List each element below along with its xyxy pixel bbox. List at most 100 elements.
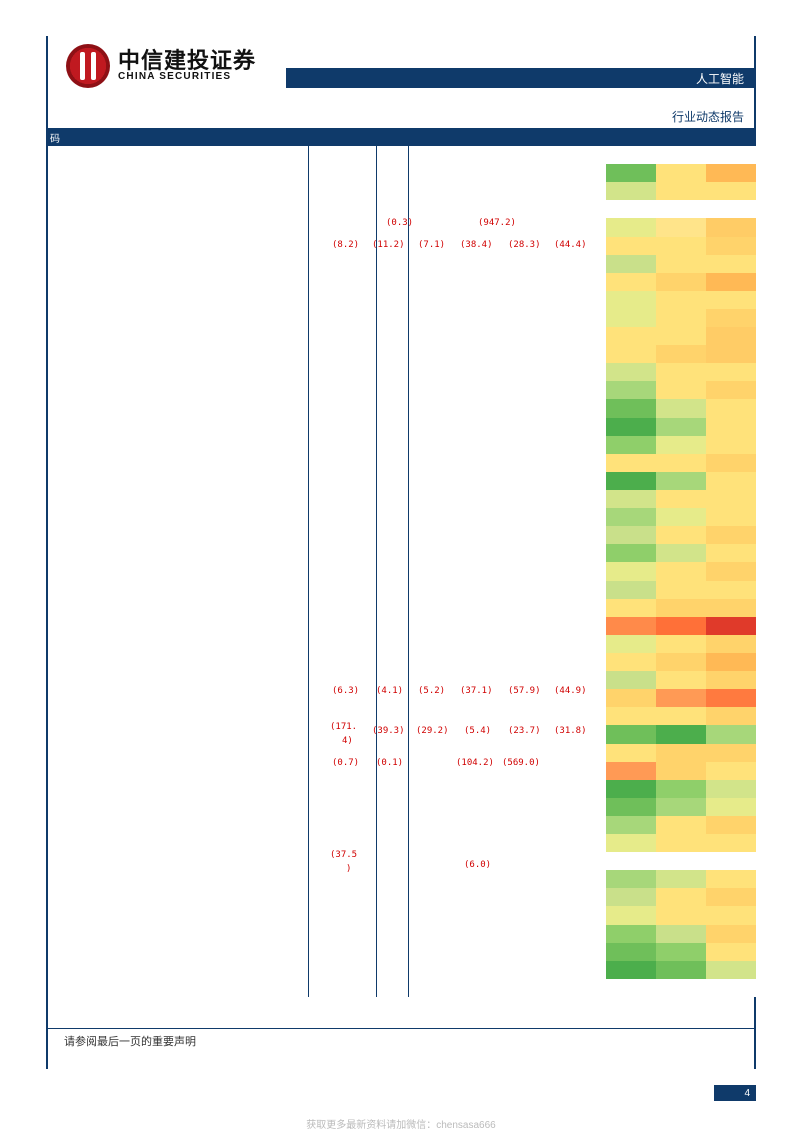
heatmap-cell <box>656 327 706 345</box>
heatmap-cell <box>606 599 656 617</box>
heatmap-cell <box>706 237 756 255</box>
heatmap-cell <box>606 164 656 182</box>
heatmap-cell <box>706 526 756 544</box>
heatmap-cell <box>606 381 656 399</box>
heatmap-cell <box>656 943 706 961</box>
heatmap-cell <box>606 581 656 599</box>
heatmap-cell <box>606 852 656 870</box>
heatmap-cell <box>656 291 706 309</box>
heatmap-cell <box>606 979 656 997</box>
heatmap-cell <box>606 925 656 943</box>
heatmap-cell <box>606 399 656 417</box>
heatmap-cell <box>706 200 756 218</box>
heatmap-cell <box>656 617 706 635</box>
heatmap-cell <box>606 834 656 852</box>
heatmap-cell <box>656 744 706 762</box>
heatmap-cell <box>606 544 656 562</box>
brand-logo-text: 中信建投证券 CHINA SECURITIES <box>118 49 256 83</box>
heatmap-cell <box>706 780 756 798</box>
heatmap-cell <box>606 780 656 798</box>
page-number: 4 <box>744 1088 750 1099</box>
table-value: (0.1) <box>376 758 403 768</box>
heatmap-cell <box>706 472 756 490</box>
heatmap-cell <box>656 689 706 707</box>
heatmap-cell <box>656 599 706 617</box>
heatmap-cell <box>656 381 706 399</box>
table-value: (29.2) <box>416 726 449 736</box>
report-type: 行业动态报告 <box>672 108 744 125</box>
brand-logo: 中信建投证券 CHINA SECURITIES <box>66 44 256 88</box>
brand-name-cn: 中信建投证券 <box>118 49 256 72</box>
heatmap-cell <box>606 146 656 164</box>
heatmap-cell <box>706 327 756 345</box>
table-header-cell: 码 <box>46 130 60 145</box>
heatmap-cell <box>656 762 706 780</box>
table-column-rule <box>308 146 309 997</box>
heatmap-cell <box>656 961 706 979</box>
heatmap-cell <box>656 363 706 381</box>
table-header-strip: 码 <box>46 128 756 146</box>
heatmap-cell <box>706 979 756 997</box>
page-header: 中信建投证券 CHINA SECURITIES 人工智能 行业动态报告 <box>46 36 756 116</box>
page-number-badge: 4 <box>714 1085 756 1101</box>
heatmap-cell <box>656 508 706 526</box>
heatmap-cell <box>706 707 756 725</box>
heatmap-cell <box>606 363 656 381</box>
table-value: (0.7) <box>332 758 359 768</box>
heatmap-cell <box>706 255 756 273</box>
heatmap-cell <box>606 309 656 327</box>
heatmap-cell <box>606 562 656 580</box>
heatmap-cell <box>656 237 706 255</box>
heatmap-cell <box>706 617 756 635</box>
table-value: 4) <box>342 736 353 746</box>
heatmap-cell <box>656 888 706 906</box>
heatmap-cell <box>606 327 656 345</box>
table-value: (6.3) <box>332 686 359 696</box>
heatmap-cell <box>706 689 756 707</box>
heatmap-cell <box>656 436 706 454</box>
heatmap-cell <box>706 870 756 888</box>
table-value: (171. <box>330 722 357 732</box>
heatmap-cell <box>706 490 756 508</box>
heatmap-cell <box>606 273 656 291</box>
heatmap-cell <box>706 961 756 979</box>
table-value: (5.4) <box>464 726 491 736</box>
heatmap-cell <box>656 146 706 164</box>
heatmap-cell <box>706 635 756 653</box>
heatmap-cell <box>606 816 656 834</box>
heatmap-cell <box>656 834 706 852</box>
heatmap-cell <box>656 816 706 834</box>
table-value: (23.7) <box>508 726 541 736</box>
heatmap-cell <box>606 653 656 671</box>
heatmap-cell <box>656 399 706 417</box>
heatmap-cell <box>606 200 656 218</box>
heatmap-cell <box>706 943 756 961</box>
heatmap-cell <box>706 671 756 689</box>
heatmap-cell <box>606 472 656 490</box>
heatmap-cell <box>706 744 756 762</box>
heatmap-cell <box>606 291 656 309</box>
heatmap-cell <box>656 164 706 182</box>
table-body-region: (0.3)(947.2)(8.2)(11.2)(7.1)(38.4)(28.3)… <box>46 146 756 997</box>
heatmap-cell <box>606 725 656 743</box>
heatmap-cell <box>656 635 706 653</box>
table-value: (38.4) <box>460 240 493 250</box>
table-value: (8.2) <box>332 240 359 250</box>
table-value: (6.0) <box>464 860 491 870</box>
heatmap-cell <box>656 472 706 490</box>
heatmap-cell <box>706 454 756 472</box>
heatmap-cell <box>706 381 756 399</box>
table-column-rule <box>376 146 377 997</box>
heatmap-cell <box>706 581 756 599</box>
heatmap-cell <box>606 418 656 436</box>
heatmap-cell <box>706 345 756 363</box>
heatmap-cell <box>706 834 756 852</box>
table-value: (37.1) <box>460 686 493 696</box>
heatmap-cell <box>706 273 756 291</box>
heatmap-cell <box>656 925 706 943</box>
heatmap-grid <box>606 146 756 997</box>
heatmap-cell <box>656 725 706 743</box>
heatmap-cell <box>706 653 756 671</box>
heatmap-cell <box>606 454 656 472</box>
heatmap-cell <box>656 255 706 273</box>
